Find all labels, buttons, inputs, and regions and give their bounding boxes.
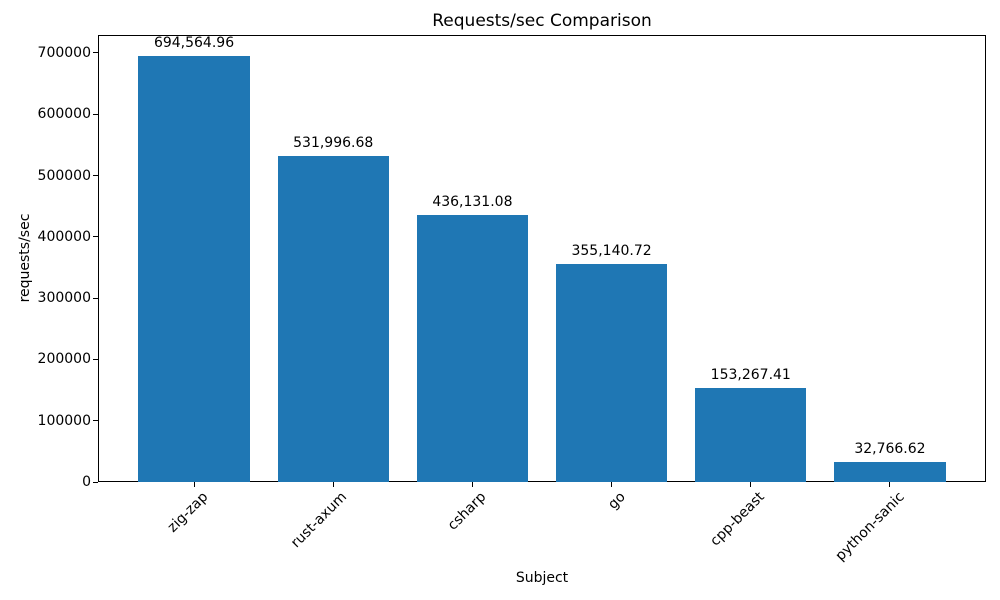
bar-value-label: 531,996.68: [293, 134, 374, 151]
y-tick-mark: [93, 175, 98, 177]
y-tick-mark: [93, 481, 98, 483]
y-tick-mark: [93, 113, 98, 115]
bar-value-label: 153,267.41: [710, 367, 791, 384]
y-axis-label: requests/sec: [17, 213, 33, 303]
x-tick-label-rust-axum: rust-axum: [288, 489, 351, 552]
bar-python-sanic: [834, 461, 946, 482]
y-tick-label: 200000: [37, 351, 91, 368]
y-tick-label: 300000: [37, 290, 91, 307]
y-tick-mark: [93, 297, 98, 299]
bar-rust-axum: [277, 155, 389, 482]
bar-zig-zap: [138, 56, 250, 482]
bar-value-label: 32,766.62: [854, 440, 926, 457]
y-tick-mark: [93, 420, 98, 422]
bar-cpp-beast: [695, 388, 807, 482]
y-tick-label: 700000: [37, 44, 91, 61]
x-tick-mark: [332, 482, 334, 487]
y-tick-mark: [93, 236, 98, 238]
bar-go: [555, 264, 668, 482]
y-tick-label: 0: [82, 474, 91, 490]
x-tick-mark: [889, 482, 891, 487]
y-tick-label: 600000: [37, 106, 91, 123]
x-tick-label-csharp: csharp: [445, 489, 490, 534]
bar-csharp: [416, 214, 529, 482]
x-tick-mark: [471, 482, 473, 487]
y-tick-label: 100000: [37, 412, 91, 429]
bar-value-label: 436,131.08: [432, 193, 513, 210]
y-tick-label: 500000: [37, 167, 91, 184]
bar-value-label: 355,140.72: [571, 243, 652, 260]
y-tick-mark: [93, 52, 98, 54]
x-tick-mark: [193, 482, 195, 487]
x-tick-label-cpp-beast: cpp-beast: [707, 489, 769, 550]
x-tick-label-zig-zap: zig-zap: [164, 489, 212, 536]
x-tick-label-go: go: [605, 489, 629, 513]
bar-value-label: 694,564.96: [153, 35, 235, 52]
x-axis-label: Subject: [515, 570, 569, 586]
x-tick-mark: [611, 482, 613, 487]
chart-title: Requests/sec Comparison: [432, 11, 652, 31]
x-tick-label-python-sanic: python-sanic: [832, 489, 908, 565]
y-tick-mark: [93, 358, 98, 360]
y-tick-label: 400000: [37, 228, 91, 245]
x-tick-mark: [750, 482, 752, 487]
